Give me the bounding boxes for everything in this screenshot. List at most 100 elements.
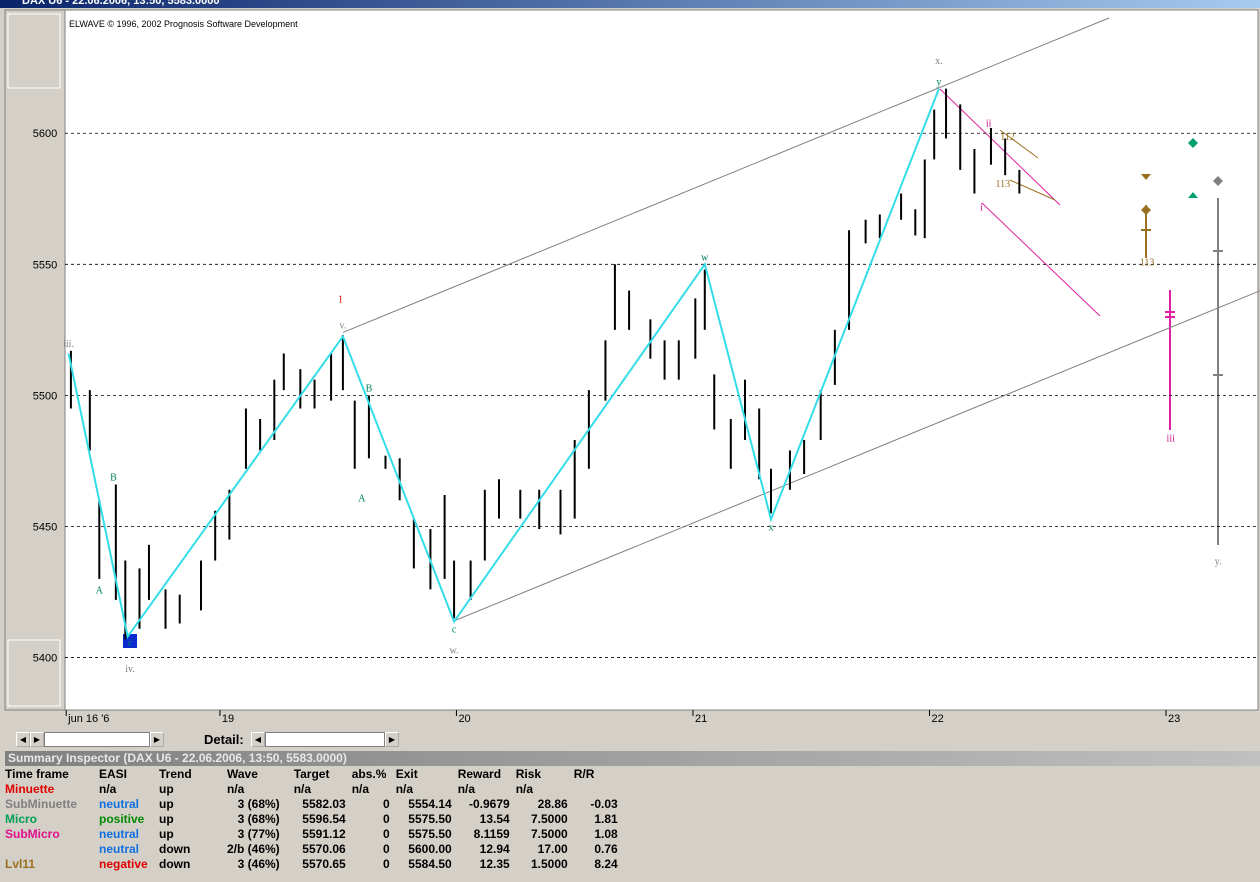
wave-label: c xyxy=(128,638,133,649)
plot-area xyxy=(64,9,1259,711)
scroll-left[interactable]: ◀ xyxy=(16,732,30,747)
summary-cell: 1.81 xyxy=(594,812,618,826)
y-tick-label: 5600 xyxy=(33,128,57,140)
summary-cell: positive xyxy=(99,812,145,826)
summary-cell: 7.5000 xyxy=(530,812,568,826)
wave-label: iii. xyxy=(63,339,74,350)
wave-label: 112 xyxy=(1000,132,1015,143)
summary-cell: n/a xyxy=(293,782,312,796)
wave-label: x xyxy=(769,522,774,533)
summary-cell: Minuette xyxy=(5,782,55,796)
x-tick-label: 19 xyxy=(222,713,234,725)
column-header: R/R xyxy=(573,767,595,781)
x-tick-label: 23 xyxy=(1168,713,1180,725)
wave-label: w xyxy=(701,252,709,263)
summary-cell: up xyxy=(159,782,174,796)
detail-right[interactable]: ▶ xyxy=(385,732,399,747)
column-header: Exit xyxy=(395,767,418,781)
detail-scrollbar[interactable] xyxy=(265,732,385,747)
summary-cell: 7.5000 xyxy=(530,827,568,841)
wave-line xyxy=(67,88,940,640)
summary-cell: up xyxy=(159,812,174,826)
wave-label: y. xyxy=(1215,557,1222,568)
summary-cell xyxy=(574,782,624,797)
summary-cell: 17.00 xyxy=(537,842,568,856)
summary-cell: 8.24 xyxy=(594,857,618,871)
detail-left[interactable]: ◀ xyxy=(251,732,265,747)
summary-row: neutral down 2/b (46%) 5570.06 0 5600.00 12.94… xyxy=(5,842,624,857)
summary-cell: 5584.50 xyxy=(408,857,452,871)
summary-cell: 0 xyxy=(383,857,390,871)
axis-box xyxy=(7,639,61,707)
summary-cell: 8.1159 xyxy=(473,827,510,841)
wave-label: y xyxy=(936,77,941,88)
scroll-right-a[interactable]: ▶ xyxy=(30,732,44,747)
summary-row: SubMinuette neutral up 3 (68%) 5582.03 0 5554.… xyxy=(5,797,624,812)
chart: ELWAVE © 1996, 2002 Prognosis Software D… xyxy=(4,9,1260,725)
wave-label: A xyxy=(96,585,104,596)
target-marker xyxy=(1188,138,1198,148)
column-header: Risk xyxy=(515,767,542,781)
wave-label: 1 xyxy=(338,294,343,305)
target-marker xyxy=(1141,174,1151,180)
scroll-right[interactable]: ▶ xyxy=(150,732,164,747)
column-header: abs.% xyxy=(351,767,387,781)
summary-cell: 0 xyxy=(383,827,390,841)
summary-cell: 3 (68%) xyxy=(237,812,280,826)
summary-cell: up xyxy=(159,797,174,811)
wave-label: ii xyxy=(986,119,992,130)
summary-cell: n/a xyxy=(457,782,476,796)
summary-cell xyxy=(5,842,99,857)
summary-cell: n/a xyxy=(395,782,414,796)
summary-cell: 13.54 xyxy=(479,812,510,826)
wave-label: w. xyxy=(450,646,459,657)
summary-cell: n/a xyxy=(351,782,370,796)
wave-label: 113 xyxy=(995,179,1010,190)
summary-cell: 5554.14 xyxy=(408,797,452,811)
summary-cell: up xyxy=(159,827,174,841)
summary-cell: 28.86 xyxy=(537,797,568,811)
summary-cell: 0 xyxy=(383,812,390,826)
summary-cell: 0 xyxy=(383,842,390,856)
wave-label: iv. xyxy=(125,664,135,675)
price-axis-panel xyxy=(4,9,66,711)
scrollbar[interactable] xyxy=(44,732,150,747)
summary-cell: 5575.50 xyxy=(408,827,452,841)
summary-cell: n/a xyxy=(99,782,117,796)
detail-label: Detail: xyxy=(204,732,244,747)
summary-cell: 3 (77%) xyxy=(237,827,280,841)
x-tick-label: 21 xyxy=(695,713,707,725)
wave-label: iii xyxy=(1167,433,1176,444)
summary-cell: 5575.50 xyxy=(408,812,452,826)
summary-cell: neutral xyxy=(99,827,140,841)
summary-cell: neutral xyxy=(99,797,140,811)
summary-cell: 12.35 xyxy=(479,857,510,871)
column-header: Time frame xyxy=(5,767,69,781)
summary-cell: 5582.03 xyxy=(302,797,346,811)
summary-cell: n/a xyxy=(227,782,245,796)
wave-marker xyxy=(123,634,137,648)
summary-cell: 3 (68%) xyxy=(237,797,280,811)
summary-cell: Lvl11 xyxy=(5,857,36,871)
summary-cell: n/a xyxy=(515,782,534,796)
column-header: EASI xyxy=(99,767,128,781)
summary-row: Micro positive up 3 (68%) 5596.54 0 5575.50 13.… xyxy=(5,812,624,827)
wave-label: B xyxy=(366,384,373,395)
target-marker xyxy=(1213,176,1223,186)
channel-line xyxy=(453,290,1260,622)
x-tick-label: 22 xyxy=(931,713,943,725)
summary-cell: 1.08 xyxy=(594,827,618,841)
fan-line xyxy=(999,129,1039,159)
summary-cell: 2/b (46%) xyxy=(227,842,280,856)
wave-label: A xyxy=(358,494,366,505)
summary-cell: 1.5000 xyxy=(530,857,568,871)
column-header: Trend xyxy=(159,767,192,781)
scroll-row: ◀ ▶ ▶ Detail: ◀ ▶ xyxy=(0,731,1260,749)
axis-box xyxy=(7,13,61,89)
y-tick-label: 5550 xyxy=(33,259,57,271)
summary-cell: -0.03 xyxy=(590,797,618,811)
summary-cell: 5591.12 xyxy=(302,827,346,841)
summary-cell: 0.76 xyxy=(594,842,618,856)
wave-label: c xyxy=(452,625,457,636)
